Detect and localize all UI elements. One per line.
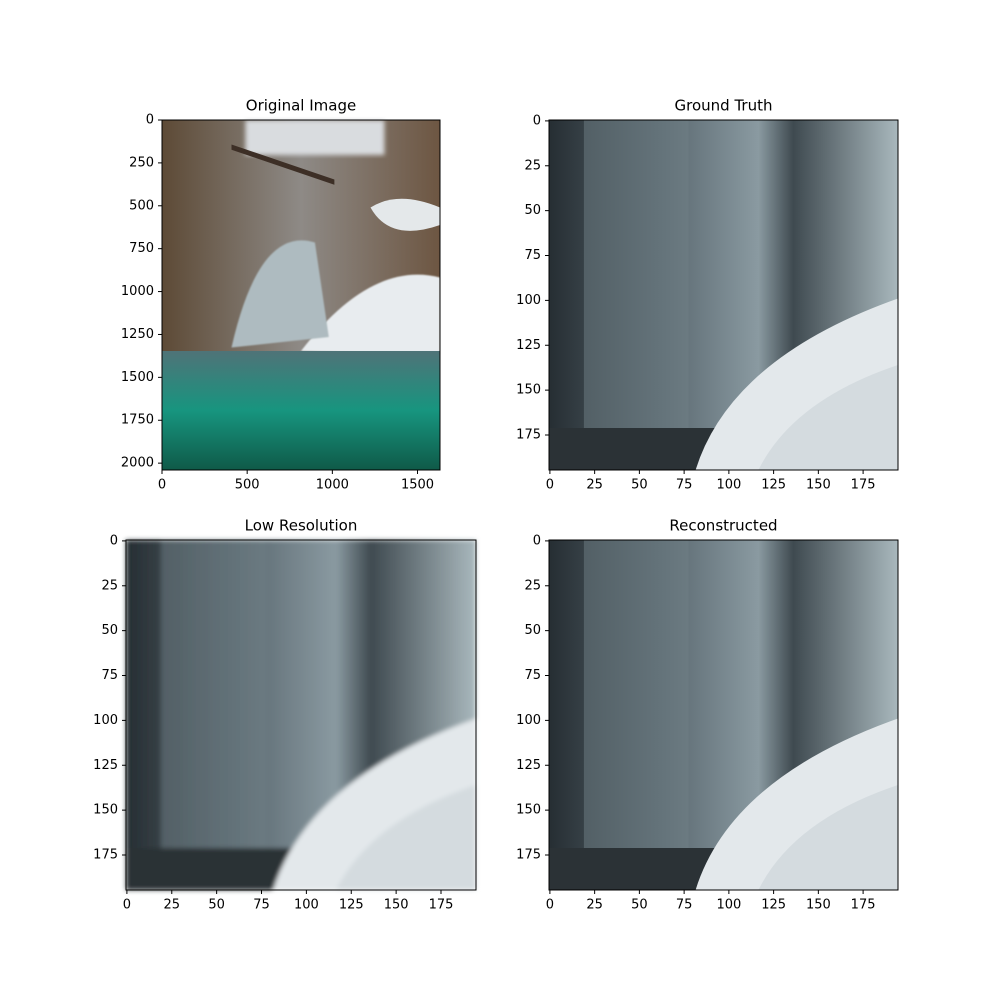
x-tick-label: 25 xyxy=(163,898,180,913)
axes-frame xyxy=(161,119,441,471)
subplot: Original Image 0 500 1000 1500 0 250 500 750 1000… xyxy=(121,97,441,493)
x-tick-label: 175 xyxy=(851,478,876,493)
y-tick-label: 1000 xyxy=(121,284,154,299)
x-tick-label: 175 xyxy=(851,898,876,913)
x-tick-label: 0 xyxy=(546,898,554,913)
image-snow-shade xyxy=(758,365,898,470)
y-tick-label: 50 xyxy=(101,623,118,638)
y-tick-label: 175 xyxy=(516,848,541,863)
y-tick-label: 25 xyxy=(524,578,541,593)
x-tick-label: 175 xyxy=(429,898,454,913)
x-tick-label: 1500 xyxy=(401,478,434,493)
image-pool xyxy=(126,848,301,890)
x-tick-label: 125 xyxy=(339,898,364,913)
y-tick-label: 150 xyxy=(516,803,541,818)
y-tick-label: 175 xyxy=(516,428,541,443)
y-tick-label: 1250 xyxy=(121,327,154,342)
subplot-title: Reconstructed xyxy=(669,517,777,535)
y-tick-label: 0 xyxy=(110,533,118,548)
y-tick-label: 25 xyxy=(101,578,118,593)
y-tick-label: 100 xyxy=(93,713,118,728)
image-snow-shade xyxy=(336,785,476,890)
subplot-title: Low Resolution xyxy=(245,517,358,535)
x-tick-label: 75 xyxy=(676,478,693,493)
axes-frame xyxy=(548,119,899,471)
x-tick-label: 150 xyxy=(806,898,831,913)
x-tick-label: 1000 xyxy=(316,478,349,493)
image-falls xyxy=(583,540,689,890)
y-tick-label: 1500 xyxy=(121,370,154,385)
subplot: Low Resolution 0 25 50 75 100 125 150 175 0 25 50 75… xyxy=(93,517,477,913)
image-ice xyxy=(231,240,329,348)
x-tick-label: 125 xyxy=(761,478,786,493)
y-tick-label: 0 xyxy=(146,113,154,128)
y-tick-label: 75 xyxy=(524,668,541,683)
image-falls xyxy=(583,120,689,470)
image-snow xyxy=(301,274,440,355)
x-tick-label: 75 xyxy=(676,898,693,913)
axes-frame xyxy=(548,539,899,891)
image-snow-shade xyxy=(758,785,898,890)
x-tick-label: 0 xyxy=(123,898,131,913)
y-tick-label: 50 xyxy=(524,203,541,218)
y-tick-label: 1750 xyxy=(121,413,154,428)
x-tick-label: 50 xyxy=(631,898,648,913)
y-tick-label: 100 xyxy=(516,293,541,308)
image xyxy=(126,540,476,890)
y-tick-label: 175 xyxy=(93,848,118,863)
x-tick-label: 50 xyxy=(208,898,225,913)
y-tick-label: 125 xyxy=(516,338,541,353)
image-pool xyxy=(549,848,724,890)
x-tick-label: 75 xyxy=(253,898,270,913)
y-tick-label: 150 xyxy=(516,383,541,398)
y-tick-label: 75 xyxy=(524,248,541,263)
x-tick-label: 150 xyxy=(806,478,831,493)
y-tick-label: 100 xyxy=(516,713,541,728)
y-tick-label: 125 xyxy=(93,758,118,773)
y-tick-label: 500 xyxy=(129,198,154,213)
x-tick-label: 0 xyxy=(546,478,554,493)
y-tick-label: 150 xyxy=(93,803,118,818)
y-tick-label: 0 xyxy=(533,533,541,548)
image-pool xyxy=(549,428,724,470)
image-bridge xyxy=(231,144,335,185)
image-snow xyxy=(370,198,440,231)
x-tick-label: 125 xyxy=(761,898,786,913)
x-tick-label: 100 xyxy=(294,898,319,913)
x-tick-label: 500 xyxy=(235,478,260,493)
subplot: Ground Truth 0 25 50 75 100 125 150 175 0 25 50 75 10… xyxy=(516,97,899,493)
image-water xyxy=(162,351,440,470)
subplot-title: Original Image xyxy=(246,97,356,115)
axes-frame xyxy=(125,539,477,891)
y-tick-label: 2000 xyxy=(121,456,154,471)
y-tick-label: 25 xyxy=(524,158,541,173)
image-falls xyxy=(161,540,266,890)
subplot: Reconstructed 0 25 50 75 100 125 150 175 0 25 50 75 1… xyxy=(516,517,899,913)
x-tick-label: 25 xyxy=(586,898,603,913)
subplot-title: Ground Truth xyxy=(675,97,773,115)
x-tick-label: 50 xyxy=(631,478,648,493)
y-tick-label: 750 xyxy=(129,241,154,256)
x-tick-label: 100 xyxy=(716,898,741,913)
y-tick-label: 75 xyxy=(101,668,118,683)
x-tick-label: 100 xyxy=(716,478,741,493)
x-tick-label: 150 xyxy=(384,898,409,913)
image xyxy=(549,120,898,470)
y-tick-label: 50 xyxy=(524,623,541,638)
x-tick-label: 0 xyxy=(158,478,166,493)
x-tick-label: 25 xyxy=(586,478,603,493)
y-tick-label: 0 xyxy=(533,113,541,128)
y-tick-label: 250 xyxy=(129,155,154,170)
image-sky xyxy=(245,120,385,155)
image xyxy=(549,540,898,890)
y-tick-label: 125 xyxy=(516,758,541,773)
